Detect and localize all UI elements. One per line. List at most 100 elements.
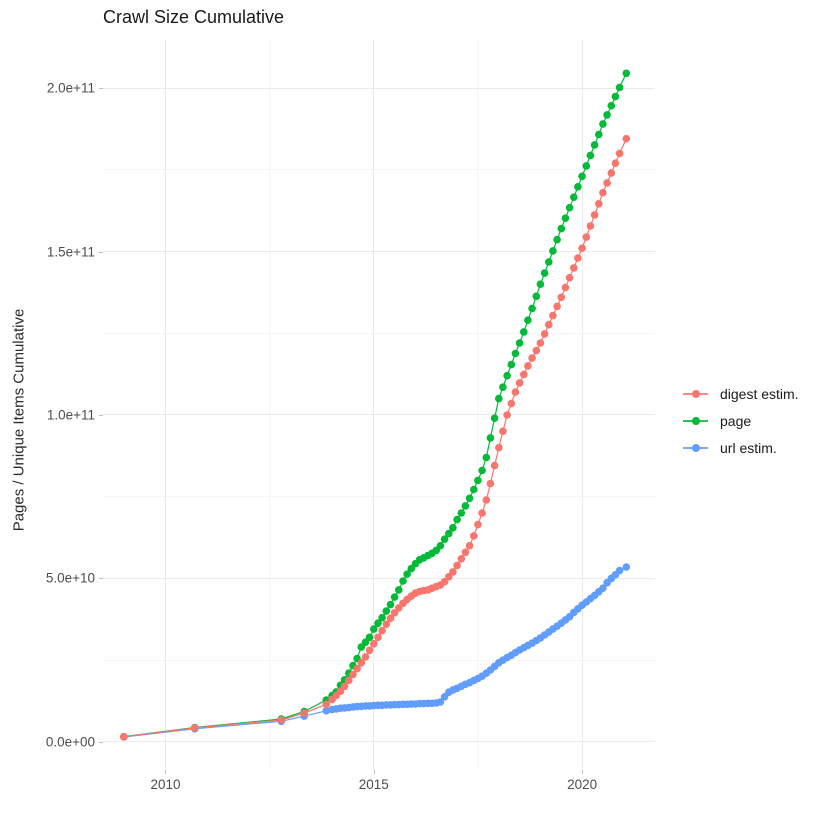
- data-point: [470, 485, 478, 494]
- data-point: [499, 383, 507, 392]
- gridline-vertical-major: [164, 40, 166, 770]
- gridline-horizontal-minor: [103, 332, 655, 334]
- data-point: [622, 563, 631, 571]
- data-point: [345, 676, 353, 685]
- data-point: [574, 183, 582, 191]
- data-point: [461, 502, 470, 510]
- data-point: [395, 586, 403, 594]
- data-point: [399, 577, 407, 585]
- data-point: [611, 159, 620, 167]
- data-point: [486, 479, 495, 488]
- data-point: [322, 707, 331, 715]
- data-point: [582, 233, 591, 241]
- data-point: [453, 515, 461, 524]
- data-point: [277, 716, 286, 724]
- data-point: [557, 224, 566, 233]
- data-point: [382, 607, 391, 615]
- data-point: [349, 670, 357, 679]
- data-point: [457, 509, 466, 517]
- gridline-horizontal-major: [103, 251, 655, 252]
- data-point: [499, 427, 507, 436]
- data-point: [378, 613, 386, 622]
- data-point: [622, 134, 631, 143]
- data-point: [528, 354, 536, 362]
- data-point: [595, 130, 603, 139]
- gridline-vertical-minor: [269, 40, 271, 770]
- gridline-horizontal-minor: [103, 496, 655, 498]
- data-point: [615, 83, 624, 92]
- legend-key-dot: [691, 443, 700, 452]
- y-tick-mark: [99, 251, 103, 253]
- data-point: [511, 388, 520, 396]
- gridline-horizontal-major: [103, 741, 655, 743]
- data-point: [565, 203, 574, 212]
- data-point: [436, 541, 445, 550]
- series-points-page: [120, 69, 631, 741]
- data-point: [603, 179, 611, 187]
- plot-title: Crawl Size Cumulative: [103, 7, 285, 27]
- data-point: [370, 625, 378, 633]
- gridline-horizontal-minor: [103, 169, 655, 171]
- data-point: [561, 283, 570, 292]
- data-point: [440, 535, 449, 543]
- series-points-digest-estim: [120, 134, 631, 741]
- data-point: [507, 399, 516, 408]
- data-point: [386, 614, 395, 623]
- x-tick-mark: [165, 770, 167, 774]
- y-tick-label: 0.0e+00: [45, 734, 95, 750]
- data-point: [515, 339, 524, 347]
- data-point: [549, 311, 557, 320]
- plot-panel: [103, 40, 655, 770]
- y-tick-label: 5.0e+10: [45, 570, 95, 586]
- data-point: [520, 370, 528, 379]
- data-point: [190, 724, 199, 732]
- data-point: [353, 664, 361, 673]
- legend-label: url estim.: [720, 439, 777, 456]
- y-tick-mark: [99, 578, 103, 580]
- data-point: [378, 626, 386, 635]
- y-tick-mark: [99, 741, 103, 743]
- y-tick-label: 1.0e+11: [46, 407, 95, 423]
- data-point: [457, 555, 466, 563]
- data-point: [607, 101, 616, 110]
- data-point: [490, 414, 499, 423]
- y-axis-title: Pages / Unique Items Cumulative: [10, 308, 28, 532]
- data-point: [120, 732, 128, 741]
- data-point: [536, 280, 545, 288]
- data-point: [561, 214, 570, 222]
- data-point: [449, 524, 457, 532]
- gridline-horizontal-major: [103, 577, 655, 579]
- data-point: [590, 141, 599, 149]
- legend-label: page: [720, 412, 752, 429]
- series-plot: [120, 69, 631, 741]
- data-point: [578, 172, 586, 181]
- data-point: [607, 169, 616, 177]
- data-point: [390, 593, 399, 601]
- x-tick-mark: [373, 770, 375, 774]
- gridline-horizontal-major: [103, 87, 655, 89]
- data-point: [365, 633, 374, 642]
- legend-key-url-estim: [683, 441, 708, 455]
- data-point: [540, 330, 549, 338]
- gridline-horizontal-minor: [103, 659, 655, 661]
- data-point: [549, 247, 557, 255]
- data-point: [478, 466, 486, 475]
- data-point: [365, 646, 374, 655]
- data-point: [590, 211, 599, 219]
- data-point: [322, 700, 331, 709]
- data-point: [553, 235, 561, 244]
- data-point: [574, 254, 582, 262]
- legend-key-dot: [691, 389, 700, 398]
- legend-item-digest-estim: digest estim.: [683, 380, 799, 407]
- data-point: [374, 619, 382, 627]
- data-point: [503, 411, 511, 419]
- data-point: [490, 461, 499, 470]
- data-point: [382, 620, 391, 628]
- data-point: [540, 269, 549, 277]
- data-point: [545, 258, 553, 266]
- data-point: [586, 222, 595, 230]
- data-point: [515, 379, 524, 387]
- data-point: [570, 264, 578, 272]
- legend-label: digest estim.: [720, 385, 799, 402]
- data-point: [524, 362, 532, 370]
